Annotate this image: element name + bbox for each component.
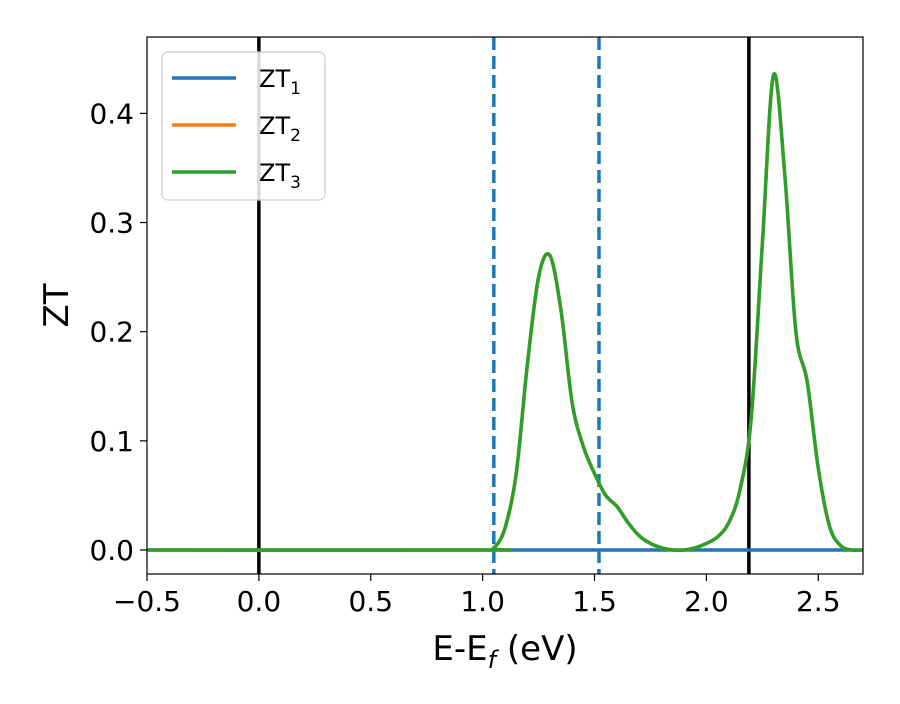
y-tick-label: 0.2 xyxy=(89,316,134,349)
legend-box xyxy=(161,51,326,201)
x-tick-label: −0.5 xyxy=(113,585,181,618)
x-tick-label: 2.5 xyxy=(796,585,841,618)
series-line-3 xyxy=(147,72,863,553)
x-axis-label-unit: (eV) xyxy=(496,629,578,669)
legend: ZT1 ZT2 ZT3 xyxy=(161,51,326,201)
x-tick-label: 1.0 xyxy=(460,585,505,618)
legend-label-3: ZT3 xyxy=(259,159,301,193)
y-tick-label: 0.0 xyxy=(89,534,134,567)
series-layer xyxy=(147,72,863,553)
axes-frame xyxy=(146,36,864,575)
x-tick-label: 0.0 xyxy=(237,585,282,618)
x-axis-label: E-Ef (eV) xyxy=(432,629,577,674)
axes: −0.5 0.0 0.5 1.0 1.5 2.0 2.5 0.0 0.1 0.2 0.3 0.4 xyxy=(89,36,864,618)
x-tick-label: 1.5 xyxy=(572,585,617,618)
y-axis-label: ZT xyxy=(37,283,77,327)
legend-label-2: ZT2 xyxy=(259,112,301,146)
x-axis-label-main: E-E xyxy=(432,629,487,669)
x-tick-label: 0.5 xyxy=(348,585,393,618)
x-tick-label: 2.0 xyxy=(684,585,729,618)
y-tick-label: 0.4 xyxy=(89,97,134,130)
y-tick-label: 0.3 xyxy=(89,207,134,240)
y-tick-label: 0.1 xyxy=(89,425,134,458)
legend-label-1: ZT1 xyxy=(259,65,301,99)
